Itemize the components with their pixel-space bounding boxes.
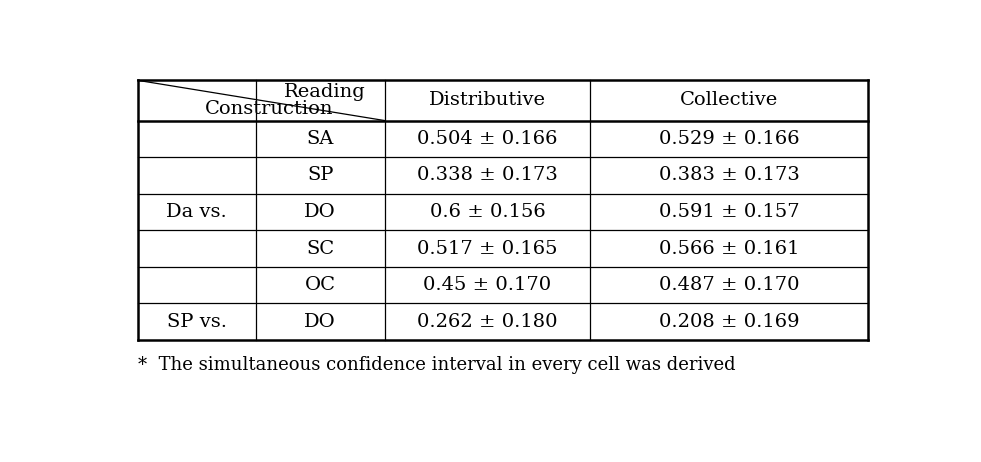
Text: SC: SC bbox=[306, 240, 335, 258]
Text: 0.529 ± 0.166: 0.529 ± 0.166 bbox=[658, 130, 800, 148]
Text: Construction: Construction bbox=[205, 100, 333, 118]
Text: Distributive: Distributive bbox=[429, 91, 546, 109]
Text: SP: SP bbox=[307, 166, 334, 184]
Text: 0.383 ± 0.173: 0.383 ± 0.173 bbox=[658, 166, 800, 184]
Text: 0.591 ± 0.157: 0.591 ± 0.157 bbox=[658, 203, 800, 221]
Text: 0.517 ± 0.165: 0.517 ± 0.165 bbox=[417, 240, 558, 258]
Text: SA: SA bbox=[307, 130, 334, 148]
Text: 0.504 ± 0.166: 0.504 ± 0.166 bbox=[417, 130, 558, 148]
Text: Da vs.: Da vs. bbox=[167, 203, 228, 221]
Text: 0.566 ± 0.161: 0.566 ± 0.161 bbox=[658, 240, 800, 258]
Text: 0.487 ± 0.170: 0.487 ± 0.170 bbox=[658, 276, 800, 294]
Text: 0.262 ± 0.180: 0.262 ± 0.180 bbox=[417, 313, 558, 331]
Text: 0.208 ± 0.169: 0.208 ± 0.169 bbox=[658, 313, 800, 331]
Text: Collective: Collective bbox=[680, 91, 778, 109]
Text: 0.338 ± 0.173: 0.338 ± 0.173 bbox=[417, 166, 558, 184]
Text: DO: DO bbox=[304, 203, 336, 221]
Text: SP vs.: SP vs. bbox=[167, 313, 227, 331]
Text: 0.6 ± 0.156: 0.6 ± 0.156 bbox=[430, 203, 545, 221]
Text: 0.45 ± 0.170: 0.45 ± 0.170 bbox=[424, 276, 551, 294]
Text: DO: DO bbox=[304, 313, 336, 331]
Text: Reading: Reading bbox=[284, 84, 366, 102]
Text: OC: OC bbox=[305, 276, 336, 294]
Text: *  The simultaneous confidence interval in every cell was derived: * The simultaneous confidence interval i… bbox=[137, 356, 736, 374]
